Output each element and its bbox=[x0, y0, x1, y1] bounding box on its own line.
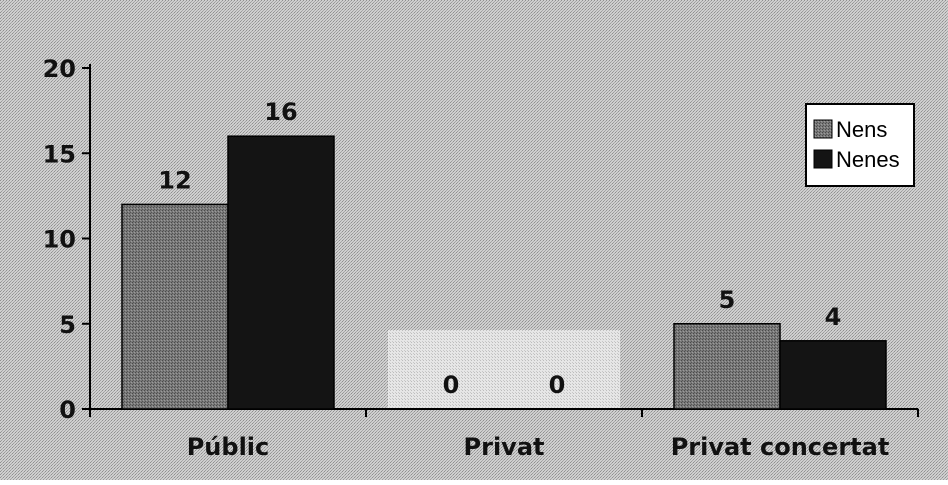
data-label: 0 bbox=[549, 371, 566, 399]
data-label: 16 bbox=[264, 98, 297, 126]
legend-swatch-nenes bbox=[813, 149, 833, 169]
bar-nens bbox=[121, 203, 229, 410]
data-label: 4 bbox=[825, 303, 842, 331]
y-tick-label: 20 bbox=[43, 55, 76, 83]
data-label: 12 bbox=[158, 166, 191, 194]
legend-label-nenes: Nenes bbox=[836, 147, 900, 172]
legend-label-nens: Nens bbox=[836, 117, 887, 142]
bar-nenes bbox=[227, 135, 335, 410]
y-tick-label: 0 bbox=[59, 396, 76, 424]
data-label: 0 bbox=[443, 371, 460, 399]
zero-category-highlight bbox=[388, 330, 620, 409]
x-category-label: Públic bbox=[187, 433, 270, 461]
legend bbox=[805, 103, 915, 187]
y-tick-label: 5 bbox=[59, 311, 76, 339]
y-tick-label: 10 bbox=[43, 226, 76, 254]
x-category-label: Privat bbox=[464, 433, 545, 461]
bar-nenes bbox=[779, 340, 887, 410]
data-label: 5 bbox=[719, 286, 736, 314]
y-tick-label: 15 bbox=[43, 140, 76, 168]
x-category-label: Privat concertat bbox=[671, 433, 890, 461]
legend-swatch-nens bbox=[813, 119, 833, 139]
bar-nens bbox=[673, 323, 781, 410]
